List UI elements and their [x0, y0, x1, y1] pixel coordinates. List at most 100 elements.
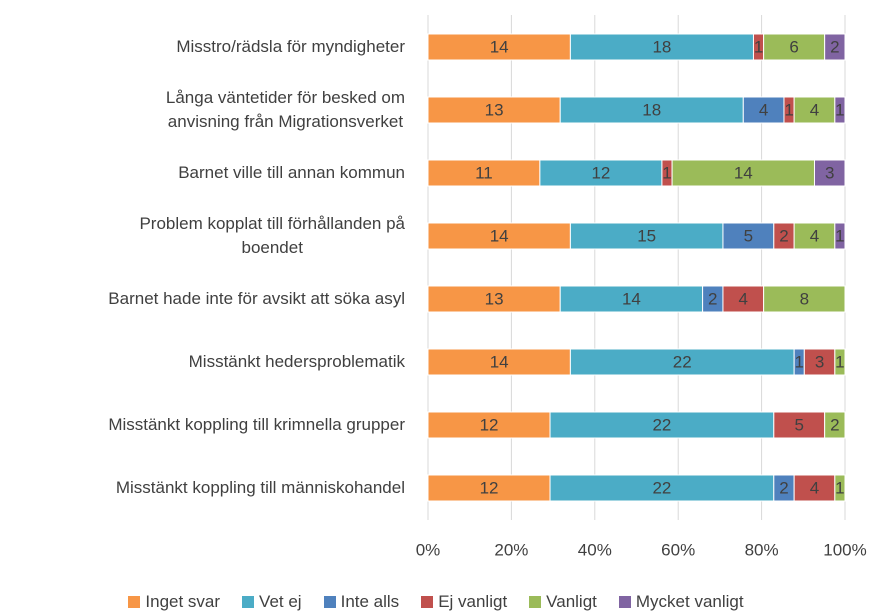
bar-segment	[427, 159, 541, 187]
x-tick-label: 0%	[416, 540, 441, 559]
bar-segment	[427, 222, 571, 250]
data-label: 14	[490, 352, 509, 371]
legend-label: Inte alls	[340, 592, 400, 611]
bar-segment	[834, 474, 846, 502]
data-label: 1	[835, 478, 844, 497]
legend-label: Inget svar	[145, 592, 221, 611]
bar-segment	[569, 33, 754, 61]
legend-item: Vet ej	[242, 592, 302, 612]
data-label: 12	[480, 478, 499, 497]
data-label: 13	[485, 289, 504, 308]
category-label: Problem kopplat till förhållanden på boe…	[139, 214, 405, 257]
category-label: Misstänkt koppling till krimnella gruppe…	[108, 415, 405, 434]
data-label: 13	[485, 100, 504, 119]
bar-segment	[549, 411, 775, 439]
data-label: 6	[789, 37, 798, 56]
bar-segment	[427, 285, 561, 313]
bar-segment	[671, 159, 815, 187]
x-tick-label: 100%	[823, 540, 866, 559]
bar-segment	[834, 222, 846, 250]
category-label: Misstro/rädsla för myndigheter	[176, 37, 405, 56]
legend-label: Mycket vanligt	[635, 592, 744, 611]
legend-item: Vanligt	[529, 592, 597, 612]
bar-segment	[539, 159, 663, 187]
data-label: 11	[475, 163, 493, 182]
bar-segment	[722, 285, 765, 313]
data-label: 18	[652, 37, 671, 56]
category-label: Långa väntetider för besked om anvisning…	[165, 88, 405, 131]
bar-segment	[834, 96, 846, 124]
bar-segment	[803, 348, 836, 376]
legend-item: Mycket vanligt	[618, 592, 744, 612]
data-label: 22	[652, 415, 671, 434]
data-label: 18	[642, 100, 661, 119]
legend-swatch	[529, 596, 542, 608]
data-label: 14	[490, 37, 509, 56]
data-label: 4	[810, 100, 819, 119]
legend-swatch	[421, 596, 434, 608]
legend-swatch	[323, 596, 336, 608]
category-label: Misstänkt koppling till människohandel	[115, 478, 405, 497]
data-label: 1	[835, 226, 844, 245]
data-label: 1	[835, 352, 844, 371]
bar-segment	[824, 33, 846, 61]
legend-label: Vanligt	[546, 592, 597, 611]
bar-segment	[549, 474, 775, 502]
legend-label: Vet ej	[259, 592, 302, 611]
bar-segment	[793, 222, 836, 250]
data-label: 4	[810, 478, 819, 497]
data-label: 14	[734, 163, 753, 182]
data-label: 2	[779, 478, 788, 497]
data-label: 5	[794, 415, 803, 434]
legend-swatch	[242, 596, 255, 608]
data-label: 4	[810, 226, 819, 245]
data-label: 2	[830, 415, 839, 434]
data-label: 4	[739, 289, 748, 308]
category-label: Misstänkt hedersproblematik	[188, 352, 405, 371]
data-label: 22	[673, 352, 692, 371]
x-tick-label: 80%	[745, 540, 779, 559]
x-tick-label: 20%	[494, 540, 528, 559]
legend-item: Ej vanligt	[421, 592, 507, 612]
category-label: Barnet hade inte för avsikt att söka asy…	[108, 289, 405, 308]
data-label: 12	[480, 415, 499, 434]
x-tick-label: 40%	[578, 540, 612, 559]
data-label: 1	[784, 100, 793, 119]
data-label: 14	[622, 289, 641, 308]
data-label: 22	[652, 478, 671, 497]
data-label: 2	[708, 289, 717, 308]
data-label: 4	[759, 100, 768, 119]
data-label: 12	[591, 163, 610, 182]
legend-item: Inget svar	[128, 592, 220, 612]
bar-segment	[763, 285, 846, 313]
data-label: 1	[794, 352, 803, 371]
bar-segment	[427, 33, 571, 61]
data-label: 5	[744, 226, 753, 245]
bar-segment	[824, 411, 846, 439]
bar-segment	[427, 96, 561, 124]
bar-segment	[427, 348, 571, 376]
data-label: 14	[490, 226, 509, 245]
data-label: 3	[815, 352, 824, 371]
data-label: 8	[800, 289, 809, 308]
bar-segment	[813, 159, 846, 187]
bar-segment	[427, 411, 551, 439]
bar-segment	[834, 348, 846, 376]
legend-item: Inte alls	[323, 592, 400, 612]
data-label: 3	[825, 163, 834, 182]
bar-segment	[569, 348, 795, 376]
x-tick-label: 60%	[661, 540, 695, 559]
legend-swatch	[618, 596, 631, 608]
data-label: 15	[637, 226, 656, 245]
bar-segment	[793, 474, 836, 502]
bar-segment	[559, 285, 704, 313]
legend-swatch	[128, 596, 141, 608]
bar-segment	[722, 222, 775, 250]
data-label: 1	[662, 163, 671, 182]
legend-label: Ej vanligt	[438, 592, 508, 611]
data-label: 2	[779, 226, 788, 245]
bar-segment	[427, 474, 551, 502]
bar-segment	[569, 222, 724, 250]
